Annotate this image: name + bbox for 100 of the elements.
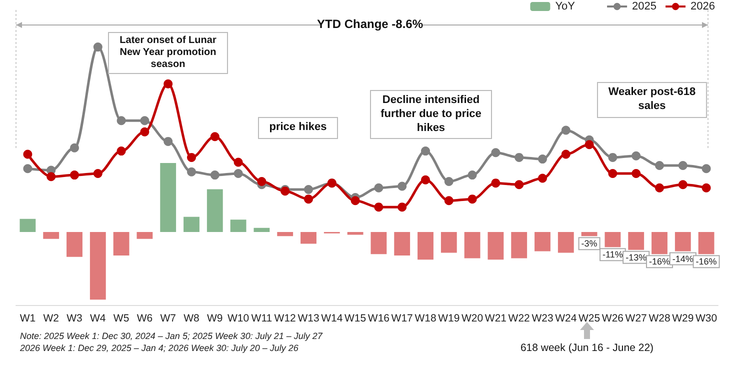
x-tick-label: W26 (602, 312, 624, 324)
point (374, 183, 384, 192)
bar (230, 220, 246, 232)
point (561, 150, 570, 159)
annotation: Later onset of Lunar New Year promotion season (108, 32, 228, 74)
point (350, 196, 360, 206)
point (140, 127, 150, 136)
bar (370, 232, 387, 254)
bar (113, 232, 130, 256)
point (210, 170, 220, 180)
point (187, 152, 196, 162)
point (538, 154, 547, 164)
data-label: -11% (602, 250, 623, 260)
x-tick-label: W12 (274, 312, 296, 324)
x-tick-label: W6 (136, 312, 153, 324)
legend-label: 2025 (632, 0, 657, 12)
x-tick-label: W15 (344, 312, 366, 324)
point (234, 158, 243, 167)
point (444, 196, 454, 206)
legend-label: 2026 (690, 0, 716, 12)
point (23, 150, 32, 159)
x-tick-label: W27 (625, 312, 648, 324)
bar (184, 216, 200, 232)
x-tick-label: W19 (438, 312, 460, 324)
point (93, 168, 102, 178)
x-tick-label: W1 (20, 312, 36, 324)
point (70, 170, 79, 180)
x-tick-label: W17 (391, 312, 414, 324)
point (398, 182, 407, 191)
point (140, 116, 150, 126)
x-tick-label: W21 (484, 312, 507, 324)
x-tick-label: W28 (648, 312, 670, 324)
text: Note: 2025 Week 1: Dec 30, 2024 – Jan 5; 2025 Week 30: July 21 – July 27 (20, 331, 322, 341)
point (444, 176, 454, 186)
point (116, 116, 126, 126)
x-tick-label: W10 (228, 312, 250, 324)
x-tick-label: W13 (298, 312, 320, 324)
x-tick-label: W16 (368, 312, 390, 324)
text: 618 week (Jun 16 - June 22) (519, 342, 655, 356)
point (257, 176, 266, 186)
x-tick-label: W30 (696, 312, 718, 324)
point (116, 146, 126, 156)
point (468, 170, 477, 180)
x-tick-label: W2 (43, 312, 60, 324)
point (421, 175, 430, 184)
bar (534, 232, 550, 252)
bar (488, 232, 504, 260)
point (374, 202, 384, 212)
bar (43, 232, 60, 239)
x-tick-label: W4 (90, 312, 106, 324)
point (398, 202, 407, 212)
point (678, 160, 688, 170)
point (70, 143, 79, 152)
x-tick-label: W8 (184, 312, 200, 324)
point (702, 164, 711, 174)
point (164, 79, 173, 88)
point (304, 194, 313, 204)
x-tick-label: W20 (462, 312, 484, 324)
point (702, 183, 711, 192)
data-label: -3% (581, 238, 598, 249)
point (93, 42, 102, 52)
text: YTD Change -8.6% (316, 17, 424, 32)
text: 2026 Week 1: Dec 29, 2025 – Jan 4; 2026 Week 30: July 20 – July 26 (20, 343, 298, 353)
point (538, 174, 547, 183)
point (655, 183, 664, 192)
bar (20, 218, 36, 232)
x-tick-label: W5 (113, 312, 130, 324)
point (678, 180, 688, 190)
bar (440, 232, 457, 253)
bar (394, 232, 410, 256)
data-label: -16% (648, 256, 670, 267)
point (187, 167, 196, 176)
point (210, 132, 220, 142)
x-tick-label: W3 (66, 312, 83, 324)
legend-label: YoY (555, 0, 576, 12)
point (234, 168, 243, 178)
bar (511, 232, 528, 258)
bar (277, 232, 294, 236)
bar (206, 189, 223, 232)
annotation: price hikes (258, 117, 338, 139)
point (514, 180, 524, 190)
x-tick-label: W14 (321, 312, 343, 324)
data-label: -14% (672, 254, 694, 264)
point (632, 151, 641, 160)
bar (136, 232, 153, 239)
point (655, 160, 664, 170)
bar (464, 232, 480, 258)
x-tick-label: W24 (555, 312, 577, 324)
point (561, 126, 570, 135)
x-tick-label: W23 (532, 312, 554, 324)
x-tick-label: W9 (207, 312, 223, 324)
bar (254, 228, 270, 232)
bar (300, 232, 316, 244)
x-tick-label: W25 (578, 312, 600, 324)
point (491, 178, 500, 188)
point (164, 136, 173, 146)
x-tick-label: W11 (251, 312, 272, 324)
bar (418, 232, 434, 260)
x-tick-label: W29 (672, 312, 694, 324)
bar (160, 163, 176, 232)
